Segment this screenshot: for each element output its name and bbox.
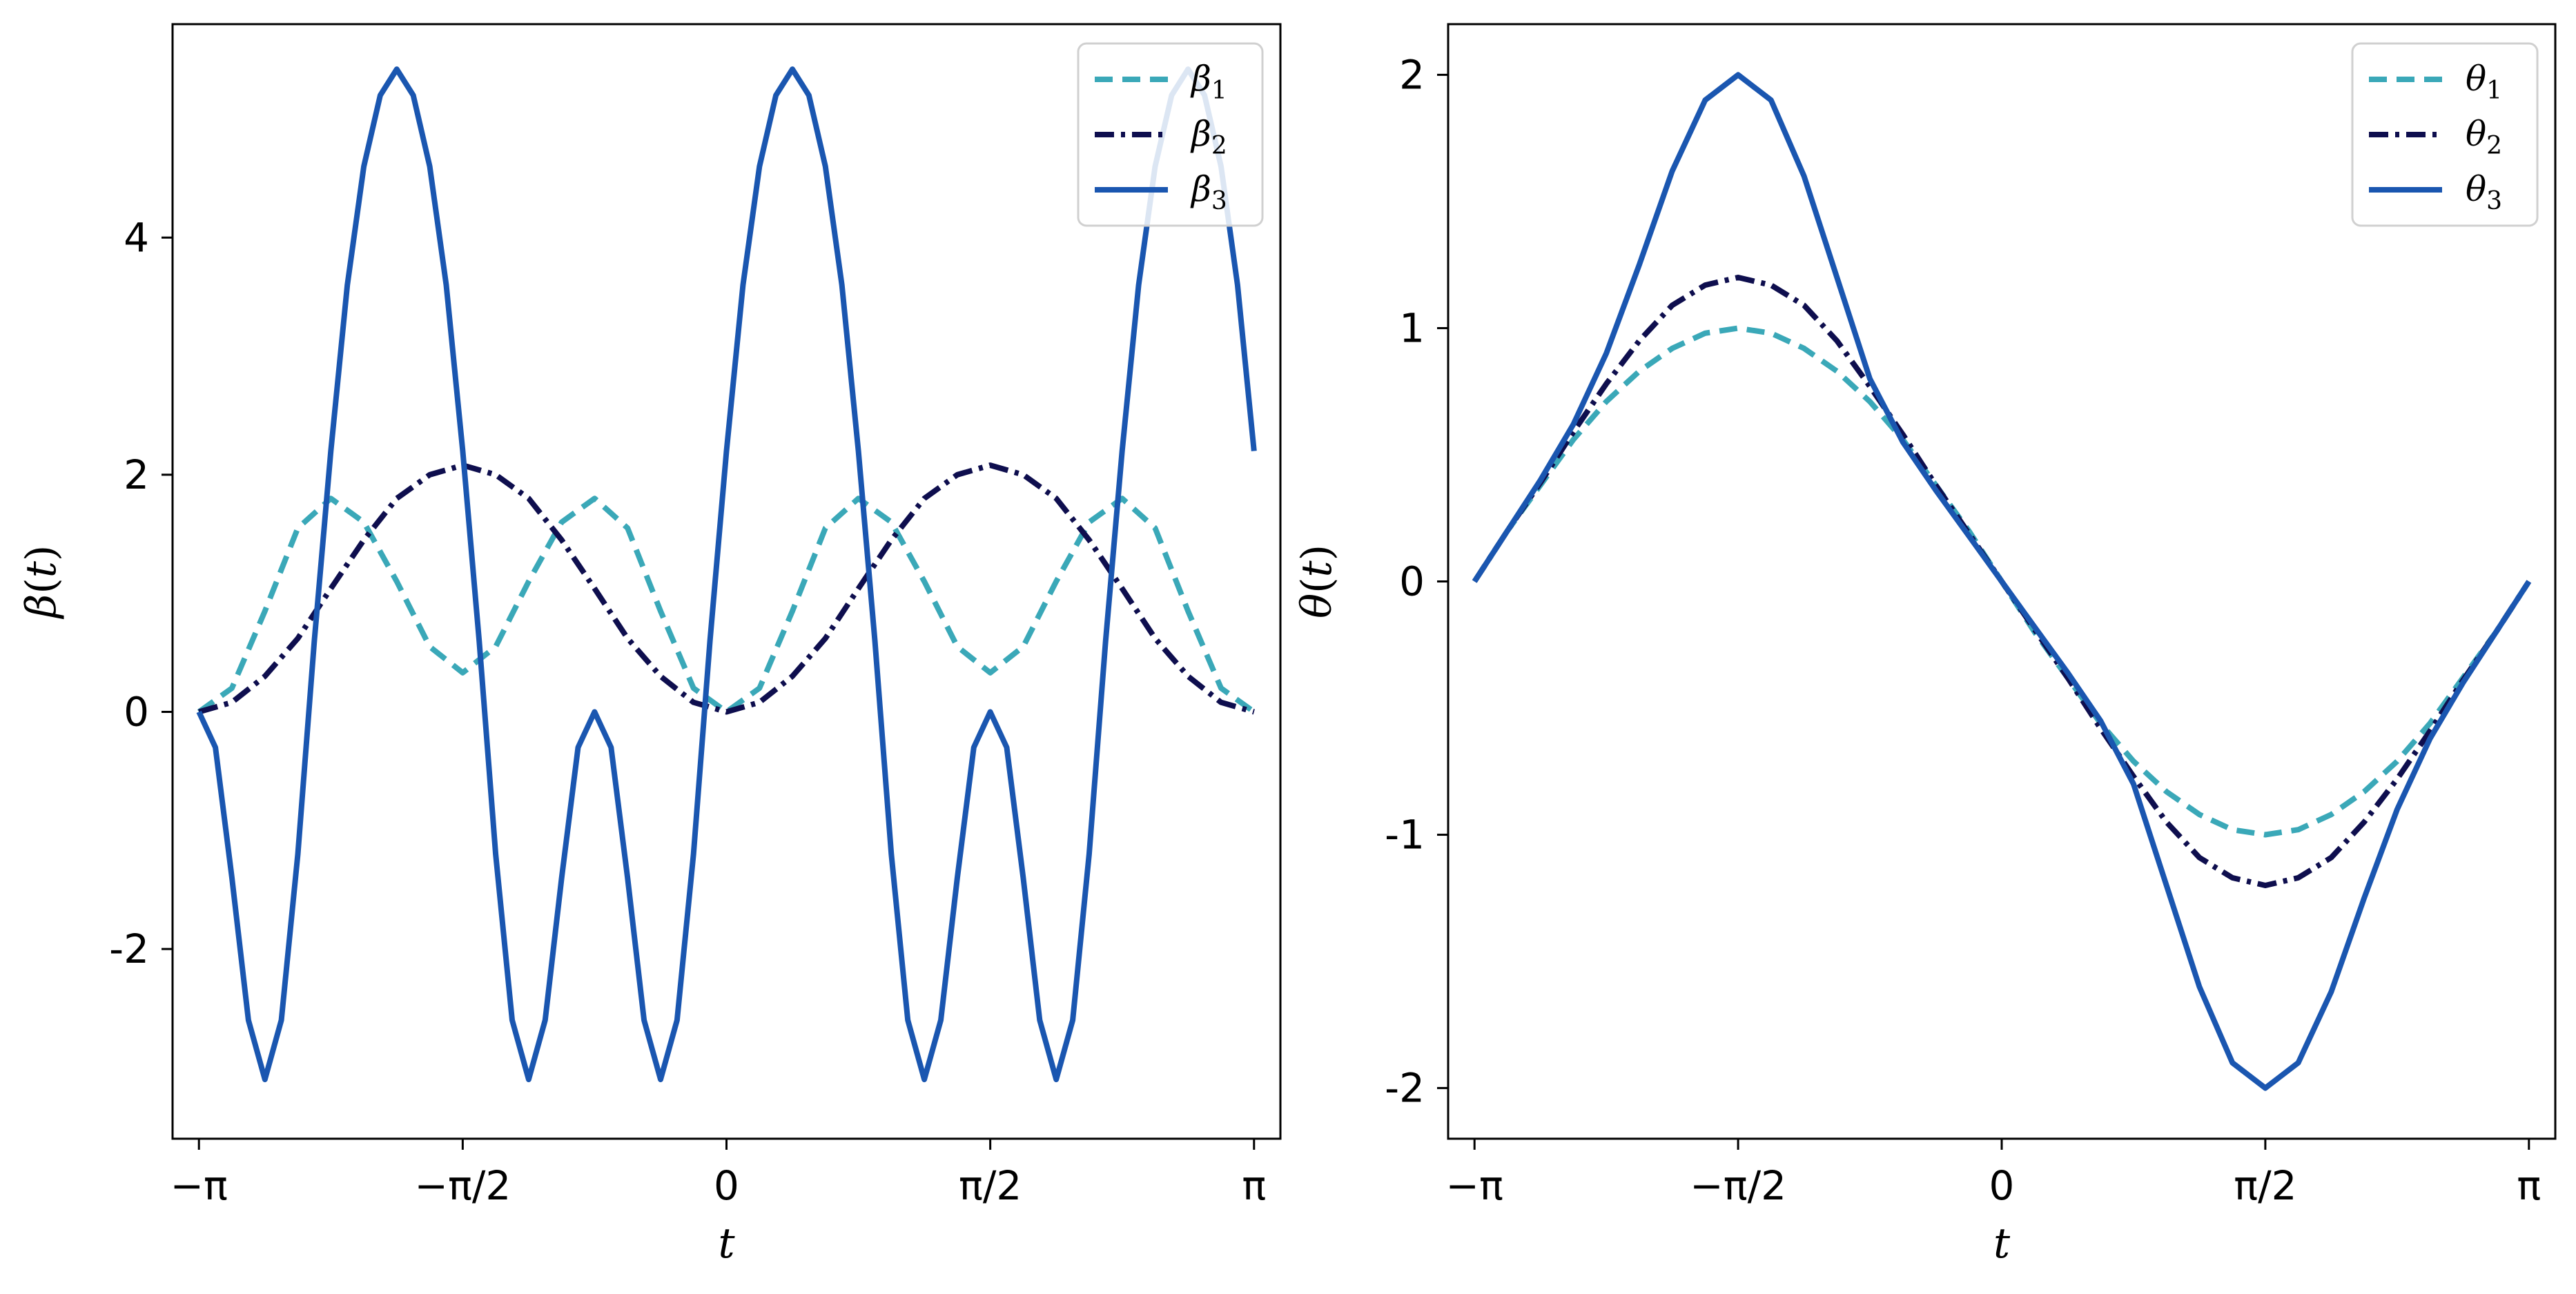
legend-entry-3: β3 <box>1190 169 1227 215</box>
y-axis-label-arg: t <box>1293 560 1341 578</box>
x-axis-label: t <box>718 1219 735 1268</box>
y-tick-label: 0 <box>124 688 149 735</box>
x-tick-label: −π/2 <box>414 1162 511 1209</box>
x-tick-label: π/2 <box>959 1162 1022 1209</box>
y-tick-label: 0 <box>1399 558 1425 605</box>
x-tick-label: π <box>2517 1162 2541 1209</box>
x-tick-label: −π <box>170 1162 228 1209</box>
legend-symbol: β <box>1190 169 1211 209</box>
series-line-1 <box>197 496 1256 715</box>
legend-subscript: 3 <box>2486 187 2502 215</box>
legend-entry-2: β2 <box>1190 114 1227 160</box>
y-axis-label-close-paren: ) <box>1293 545 1341 560</box>
series-line-3 <box>196 66 1257 1083</box>
series-line-3 <box>1472 72 2532 1091</box>
y-axis-label-close-paren: ) <box>17 545 66 561</box>
series-line-2 <box>198 462 1255 715</box>
x-tick-label: −π <box>1445 1162 1503 1209</box>
y-tick-label: -1 <box>1385 812 1425 859</box>
y-axis-label: β(t) <box>17 545 66 620</box>
y-axis-label-open-paren: ( <box>17 578 66 594</box>
legend-symbol: θ <box>2466 59 2486 99</box>
legend-symbol: β <box>1190 59 1211 99</box>
x-tick-label: π <box>1242 1162 1266 1209</box>
legend-symbol: β <box>1190 114 1211 154</box>
legend-subscript: 1 <box>2486 77 2502 105</box>
y-tick-label: 2 <box>124 451 149 498</box>
y-axis-label-arg: t <box>17 560 66 578</box>
legend-entry-3: θ3 <box>2466 169 2502 215</box>
y-tick-label: -2 <box>1385 1065 1425 1112</box>
x-tick-label: π/2 <box>2234 1162 2296 1209</box>
legend-subscript: 2 <box>1211 132 1227 160</box>
legend-subscript: 1 <box>1211 77 1227 105</box>
legend-symbol: θ <box>2466 114 2486 154</box>
y-axis-label-open-paren: ( <box>1293 578 1341 594</box>
x-tick-label: 0 <box>714 1162 739 1209</box>
legend-symbol: θ <box>2466 169 2486 209</box>
legend-entry-1: θ1 <box>2466 59 2502 105</box>
legend-entry-2: θ2 <box>2466 114 2502 160</box>
y-axis-label-symbol: β <box>17 594 66 620</box>
legend-box <box>1077 42 1264 227</box>
legend-entry-1: β1 <box>1190 59 1227 105</box>
x-axis-label: t <box>1993 1219 2011 1268</box>
y-tick-label: -2 <box>109 925 149 972</box>
y-axis-label: θ(t) <box>1293 545 1341 618</box>
legend-subscript: 2 <box>2486 132 2502 160</box>
legend-box <box>2351 42 2539 227</box>
legend-subscript: 3 <box>1211 187 1227 215</box>
y-tick-label: 2 <box>1399 51 1425 98</box>
y-tick-label: 4 <box>124 214 149 261</box>
x-tick-label: 0 <box>1989 1162 2015 1209</box>
x-tick-label: −π/2 <box>1690 1162 1786 1209</box>
y-tick-label: 1 <box>1399 304 1425 351</box>
y-axis-label-symbol: θ <box>1293 594 1341 618</box>
